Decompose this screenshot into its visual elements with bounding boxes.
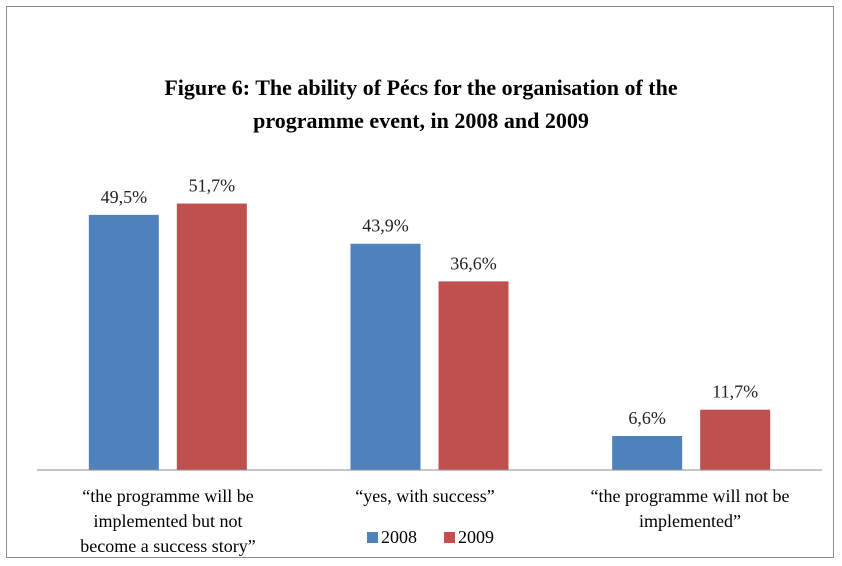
category-labels: “the programme will be implemented but no… [80, 486, 789, 556]
data-label: 49,5% [101, 187, 148, 207]
category-label: “the programme will be [82, 486, 253, 506]
category-label: implemented but not [94, 511, 243, 531]
bar-2009-category-1 [176, 203, 247, 471]
value-labels: 49,5% 51,7% 43,9% 36,6% 6,6% 11,7% [101, 176, 759, 428]
bar-2008-category-3 [612, 435, 683, 470]
bar-2008-category-1 [88, 214, 159, 470]
data-label: 36,6% [450, 253, 497, 273]
legend-label-2009: 2009 [458, 527, 494, 547]
bar-2009-category-3 [700, 409, 771, 470]
data-label: 6,6% [628, 408, 666, 428]
data-label: 11,7% [712, 382, 758, 402]
category-label: become a success story” [80, 536, 255, 556]
category-label: “yes, with success” [355, 486, 494, 506]
data-label: 43,9% [362, 216, 409, 236]
data-label: 51,7% [189, 176, 236, 196]
bar-2008-category-2 [350, 243, 421, 470]
chart-title: Figure 6: The ability of Pécs for the or… [164, 75, 678, 133]
chart-title-line: Figure 6: The ability of Pécs for the or… [164, 75, 678, 100]
legend-label-2008: 2008 [381, 527, 417, 547]
bar-2009-category-2 [438, 281, 509, 470]
legend-swatch-2008 [367, 532, 378, 543]
legend-swatch-2009 [444, 532, 455, 543]
bars [88, 203, 771, 471]
category-label: implemented” [639, 511, 741, 531]
chart-title-line: programme event, in 2008 and 2009 [253, 108, 589, 133]
category-label: “the programme will not be [591, 486, 790, 506]
legend: 2008 2009 [367, 527, 494, 547]
